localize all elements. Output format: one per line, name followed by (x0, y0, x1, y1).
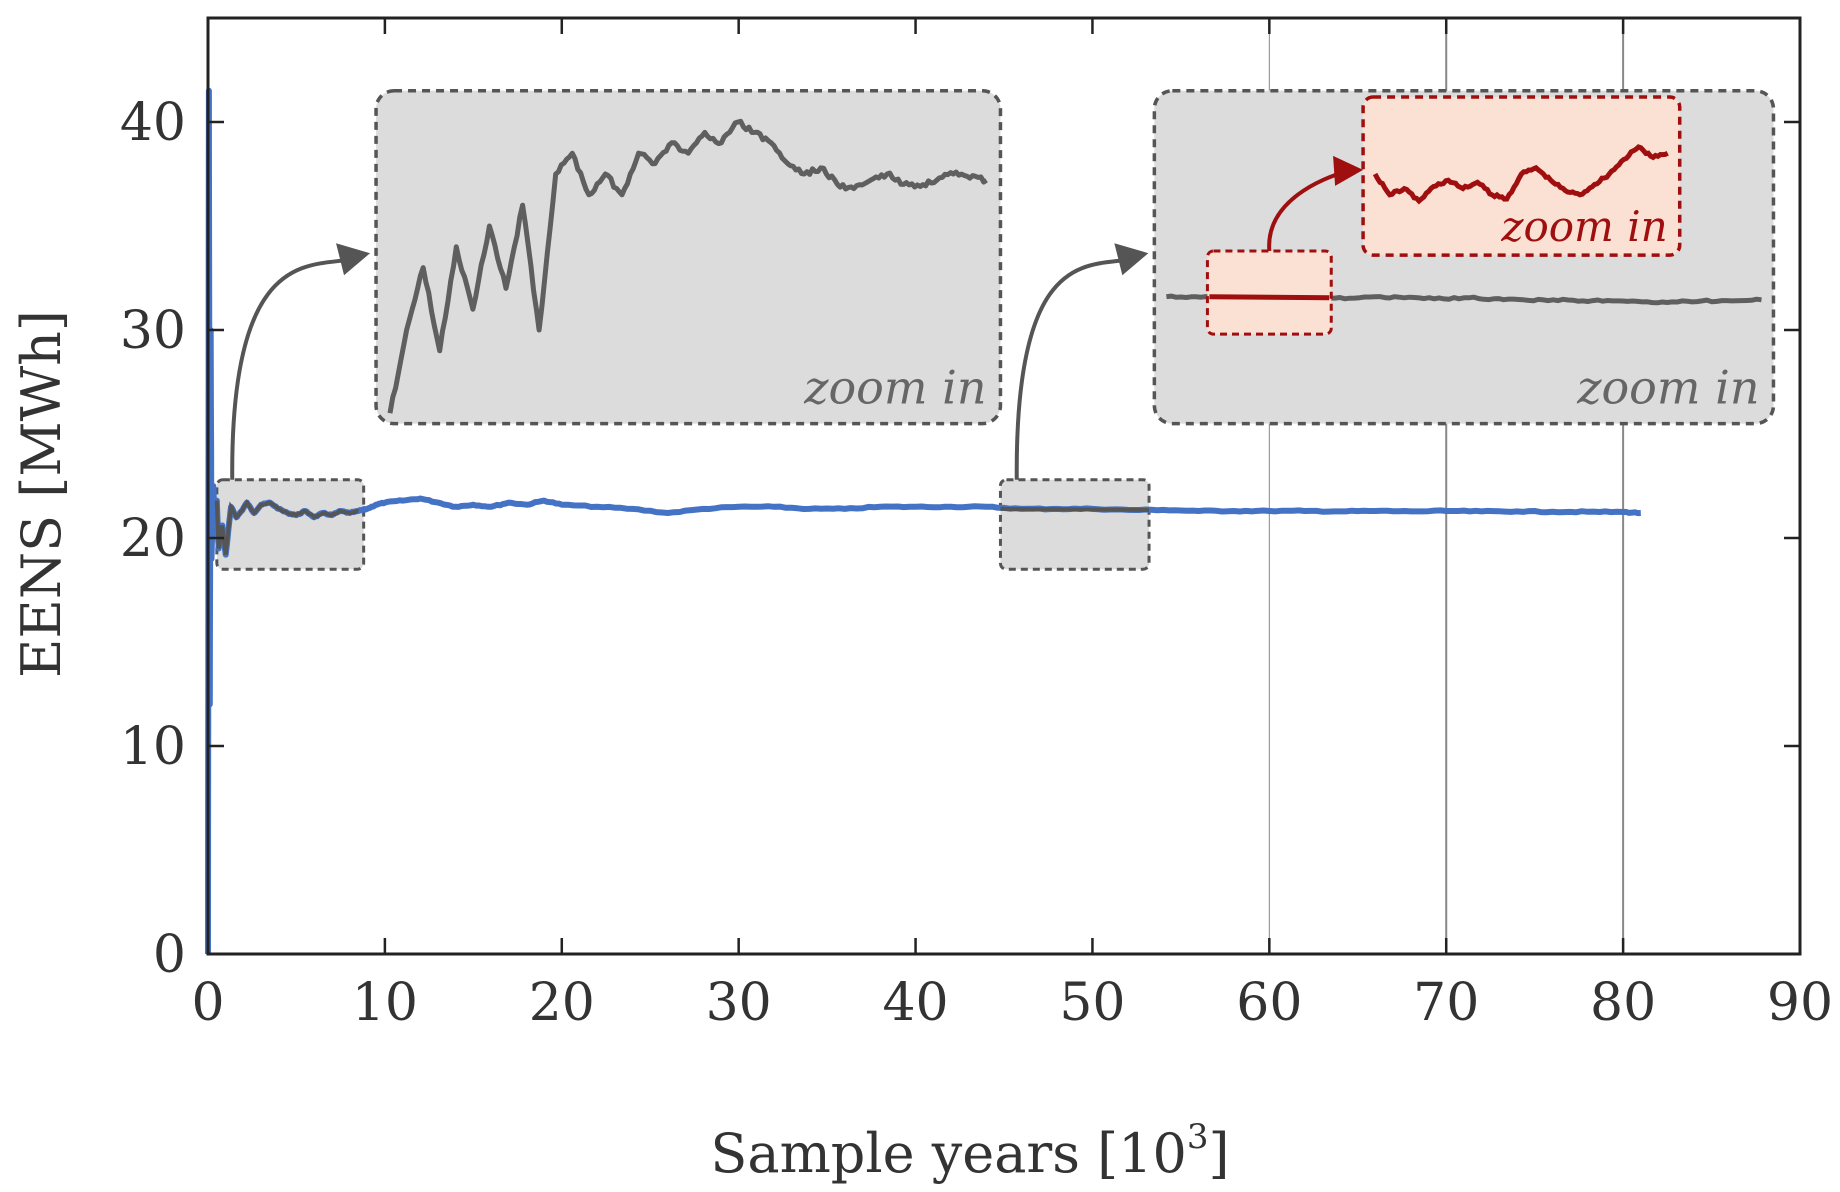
y-tick-label: 10 (120, 717, 186, 777)
x-tick-label: 0 (191, 973, 224, 1033)
zoom-3-zoomed-line (1372, 144, 1669, 205)
plot-frame (206, 16, 1802, 956)
zoom-2-arrowhead (1114, 243, 1149, 276)
x-axis-label-text: Sample years [10 (710, 1122, 1186, 1185)
zoom-2-label: zoom in (1576, 361, 1759, 415)
x-tick-label: 20 (529, 973, 595, 1033)
zoom-1-target-box (374, 89, 1003, 426)
x-axis-label-exponent: 3 (1187, 1117, 1209, 1157)
zoom-1-zoomed-line (387, 118, 988, 414)
zoom-1-arrow (230, 257, 353, 480)
zoom-layer: zoom in zoom in zoom in (230, 89, 1776, 480)
x-tick-label: 90 (1767, 973, 1833, 1033)
zoom-3-arrowhead (1333, 155, 1364, 186)
y-tick-label: 30 (120, 301, 186, 361)
y-axis-label: EENS [MWh] (10, 310, 73, 678)
y-tick-label: 0 (153, 925, 186, 985)
x-tick-label: 10 (352, 973, 418, 1033)
zoom-1-arrowhead (336, 243, 371, 276)
zoom-3-source-line (1209, 294, 1330, 301)
x-tick-label: 50 (1059, 973, 1125, 1033)
x-axis-label: Sample years [103] (710, 1117, 1229, 1185)
zoom-1-source-box (215, 478, 366, 571)
series-layer (205, 87, 1641, 955)
series-line-zoom2-overlay (1000, 506, 1150, 512)
x-axis-label-end: ] (1209, 1122, 1230, 1185)
zoom-3-source-box (1205, 249, 1333, 336)
tick-layer: 0 10 20 30 40 50 60 70 80 90 0 10 20 30 40 (120, 18, 1833, 1033)
x-tick-label: 70 (1413, 973, 1479, 1033)
zoom-2-arrow (1014, 257, 1131, 480)
x-tick-label: 30 (706, 973, 772, 1033)
y-tick-label: 20 (120, 509, 186, 569)
zoom-source-layer (215, 478, 1151, 571)
x-tick-label: 40 (882, 973, 948, 1033)
x-tick-label: 80 (1590, 973, 1656, 1033)
zoom-3-label: zoom in (1500, 202, 1667, 251)
zoom-2-source-box (998, 478, 1151, 571)
y-tick-label: 40 (120, 93, 186, 153)
series-line-zoom1-overlay (214, 499, 359, 555)
x-tick-label: 60 (1236, 973, 1302, 1033)
zoom-1-label: zoom in (803, 361, 986, 415)
